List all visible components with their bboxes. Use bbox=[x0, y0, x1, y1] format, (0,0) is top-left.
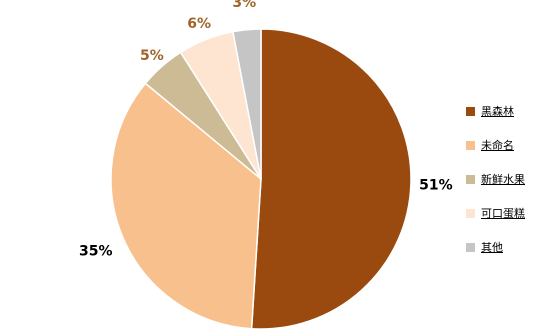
legend-label: 未命名 bbox=[481, 139, 514, 152]
data-label: 5% bbox=[140, 48, 164, 64]
data-label: 51% bbox=[419, 177, 453, 193]
legend-label: 新鲜水果 bbox=[481, 173, 525, 186]
pie-slice bbox=[232, 28, 262, 180]
legend-label: 可口蛋糕 bbox=[481, 207, 525, 220]
legend-item: 其他 bbox=[466, 236, 552, 258]
data-label: 35% bbox=[79, 243, 113, 259]
legend-swatch bbox=[466, 174, 475, 184]
legend-swatch bbox=[466, 242, 475, 252]
legend-item: 新鲜水果 bbox=[466, 168, 552, 190]
legend-item: 黑森林 bbox=[466, 100, 552, 122]
data-label: 6% bbox=[187, 16, 211, 32]
legend-label: 黑森林 bbox=[481, 105, 514, 118]
legend-swatch bbox=[466, 208, 475, 218]
data-label: 3% bbox=[232, 0, 256, 11]
legend-swatch bbox=[466, 106, 475, 116]
pie-slice bbox=[110, 82, 262, 330]
legend-item: 未命名 bbox=[466, 134, 552, 156]
legend: 黑森林 未命名 新鲜水果 可口蛋糕 其他 bbox=[466, 100, 552, 270]
legend-item: 可口蛋糕 bbox=[466, 202, 552, 224]
legend-swatch bbox=[466, 140, 475, 150]
legend-label: 其他 bbox=[481, 241, 503, 254]
pie-slice bbox=[250, 28, 412, 330]
